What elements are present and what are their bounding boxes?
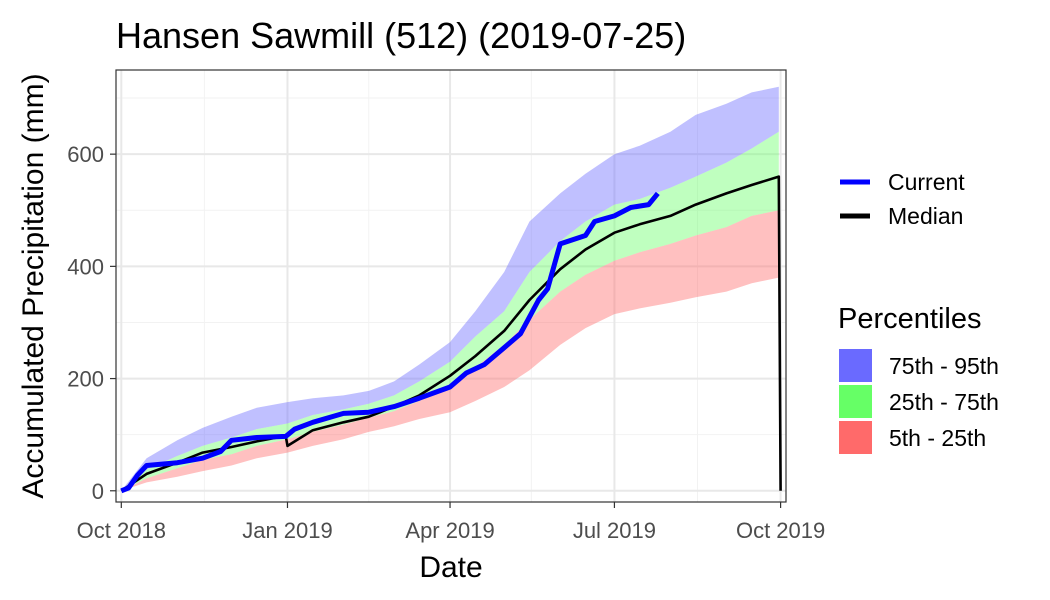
x-tick-label: Oct 2019 xyxy=(736,518,825,543)
x-tick-label: Jul 2019 xyxy=(573,518,656,543)
y-tick-label: 600 xyxy=(67,142,104,167)
x-axis-title: Date xyxy=(419,551,482,584)
y-axis-title: Accumulated Precipitation (mm) xyxy=(17,73,50,498)
series-line-median xyxy=(120,175,782,492)
band-5th-25th xyxy=(121,210,779,491)
plot-border xyxy=(115,69,787,503)
legend-median-label: Median xyxy=(888,203,963,229)
legend-swatch-75-95 xyxy=(839,349,872,382)
y-tick-label: 200 xyxy=(67,367,104,392)
legend-label-5-25: 5th - 25th xyxy=(889,425,986,451)
legend-current-label: Current xyxy=(888,169,965,195)
chart-title: Hansen Sawmill (512) (2019-07-25) xyxy=(116,15,686,56)
x-tick-label: Jan 2019 xyxy=(242,518,333,543)
x-tick-label: Apr 2019 xyxy=(405,518,494,543)
plot-area xyxy=(115,69,787,503)
legend-label-75-95: 75th - 95th xyxy=(889,353,999,379)
percentile-bands xyxy=(121,86,779,491)
y-tick-label: 0 xyxy=(92,479,104,504)
legend: Current Median Percentiles 75th - 95th 2… xyxy=(838,169,999,454)
y-tick-label: 400 xyxy=(67,254,104,279)
series-lines xyxy=(120,175,782,494)
legend-swatch-5-25 xyxy=(839,421,872,454)
band-25th-75th xyxy=(121,131,779,491)
legend-swatch-25-75 xyxy=(839,385,872,418)
series-line-current xyxy=(120,191,660,494)
band-75th-95th xyxy=(121,86,779,491)
y-axis: 0 200 400 600 xyxy=(67,142,116,504)
x-tick-label: Oct 2018 xyxy=(77,518,166,543)
legend-label-25-75: 25th - 75th xyxy=(889,389,999,415)
x-axis: Oct 2018 Jan 2019 Apr 2019 Jul 2019 Oct 2019 xyxy=(77,502,825,543)
grid-major xyxy=(116,70,786,502)
legend-percentiles-title: Percentiles xyxy=(838,303,981,335)
